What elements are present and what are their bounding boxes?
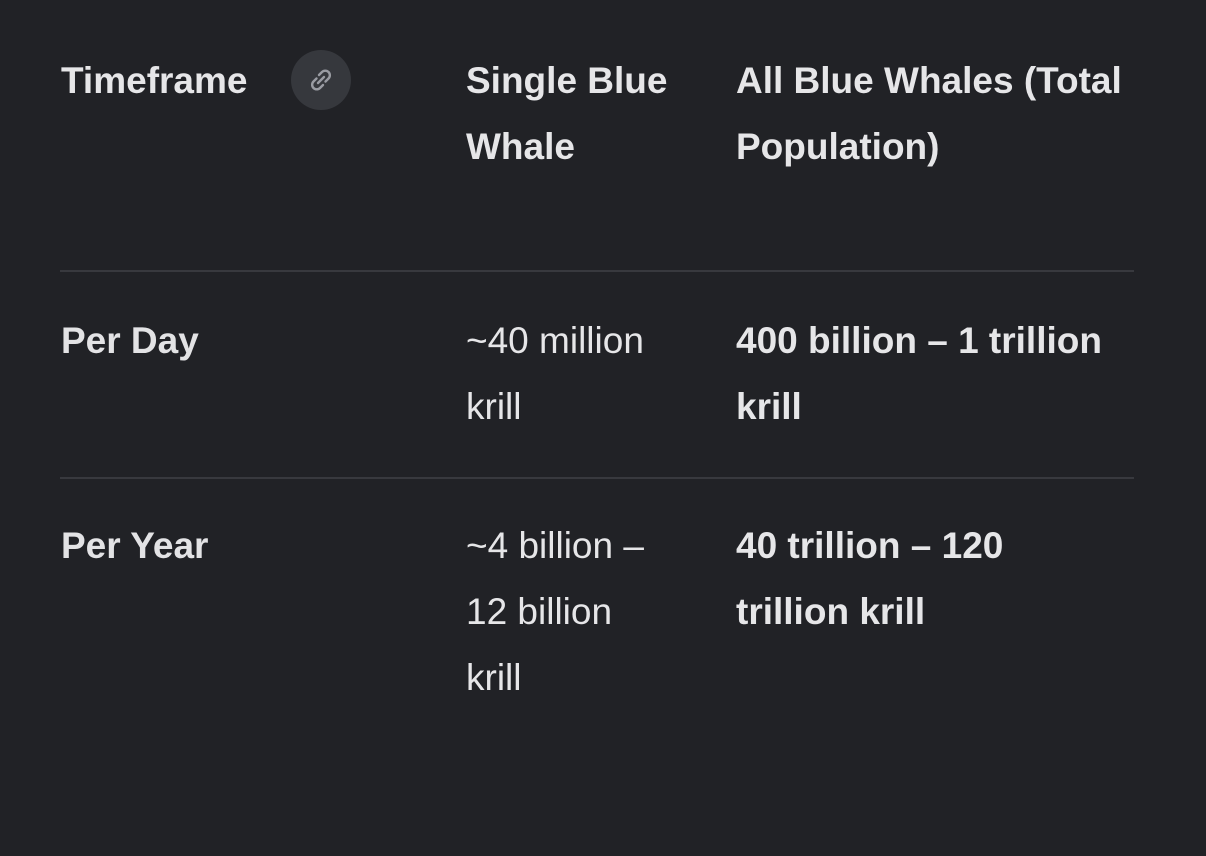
table-cell: ~40 million krill [466,320,644,427]
row-divider [60,270,1134,272]
table-cell: 400 billion – 1 trillion krill [736,320,1102,427]
link-icon [310,69,332,91]
header-cell: Timeframe [61,60,248,101]
table-cell: 40 trillion – 120 trillion krill [736,525,1004,632]
header-cell: All Blue Whales (Total Population) [736,60,1122,167]
row-divider [60,477,1134,479]
table-cell: Per Day [61,320,199,361]
table-cell: ~4 billion – 12 billion krill [466,525,644,698]
header-cell: Single Blue Whale [466,60,668,167]
table-cell: Per Year [61,525,209,566]
copy-link-button[interactable] [291,50,351,110]
